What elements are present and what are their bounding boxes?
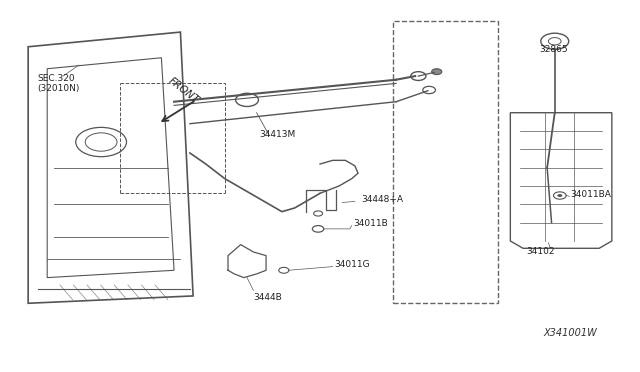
Text: 34413M: 34413M (260, 129, 296, 138)
Text: 34448+A: 34448+A (361, 196, 403, 205)
Text: 34011B: 34011B (354, 219, 388, 228)
Text: SEC.320
(32010N): SEC.320 (32010N) (38, 74, 80, 93)
Text: 34011BA: 34011BA (571, 190, 611, 199)
Circle shape (423, 86, 435, 94)
Bar (393, 21, 498, 303)
Circle shape (557, 194, 563, 197)
Text: 34011G: 34011G (335, 260, 370, 269)
Text: FRONT: FRONT (166, 76, 201, 106)
Circle shape (411, 72, 426, 80)
Circle shape (431, 69, 442, 75)
Circle shape (236, 93, 259, 106)
Text: 3444B: 3444B (253, 293, 282, 302)
Text: 32865: 32865 (539, 45, 568, 54)
Circle shape (541, 33, 569, 49)
Text: 34102: 34102 (526, 247, 555, 256)
Text: X341001W: X341001W (544, 328, 598, 338)
